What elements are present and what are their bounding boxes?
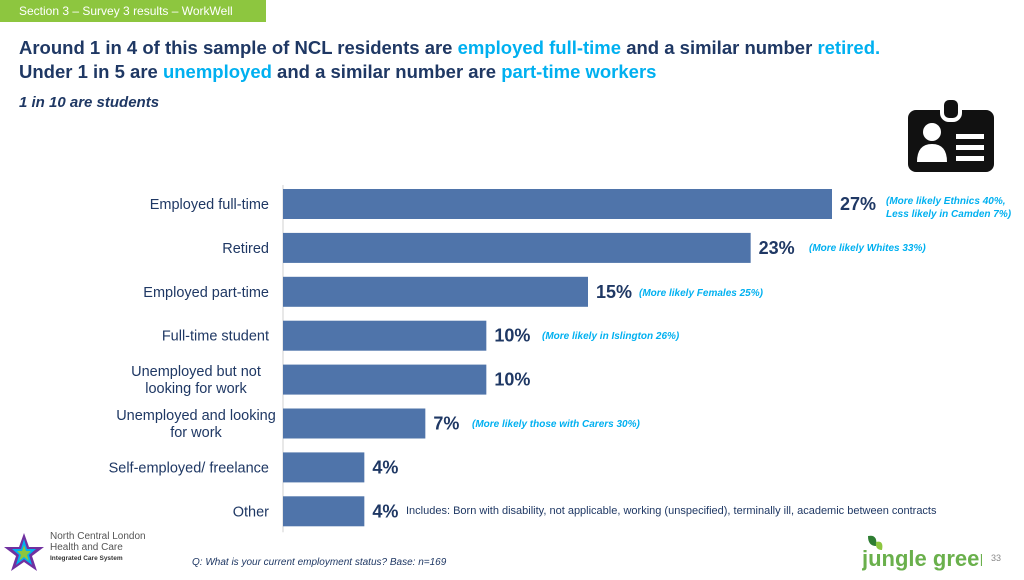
category-label-3: Full-time student — [162, 329, 269, 345]
title-highlight-retired: retired. — [817, 37, 881, 58]
value-label-0: 27% — [840, 194, 876, 214]
value-label-1: 23% — [759, 238, 795, 258]
bar-5 — [283, 408, 426, 439]
ncl-text: North Central London Health and Care Int… — [50, 531, 146, 564]
note-other: Includes: Born with disability, not appl… — [406, 505, 937, 517]
section-tab: Section 3 – Survey 3 results – WorkWell — [0, 0, 266, 22]
note-fulltime-line2: Less likely in Camden 7%) — [886, 209, 1012, 220]
bar-2 — [283, 276, 588, 307]
value-label-6: 4% — [372, 457, 398, 477]
id-badge-icon — [908, 98, 994, 172]
note-fulltime-line1: (More likely Ethnics 40%, — [886, 196, 1006, 207]
ncl-star-icon — [4, 533, 44, 571]
jungle-green-wordmark: jungle green — [862, 546, 982, 571]
page-number: 33 — [991, 553, 1002, 563]
title-text: Under 1 in 5 are — [19, 61, 163, 82]
note-retired: (More likely Whites 33%) — [809, 243, 926, 254]
category-label-6: Self-employed/ freelance — [109, 460, 269, 476]
note-student: (More likely in Islington 26%) — [542, 331, 680, 342]
note-parttime: (More likely Females 25%) — [639, 288, 763, 299]
title-text: and a similar number — [621, 37, 818, 58]
page-title: Around 1 in 4 of this sample of NCL resi… — [19, 36, 999, 84]
bar-4 — [283, 364, 487, 395]
title-text: and a similar number are — [271, 61, 502, 82]
ncl-logo: North Central London Health and Care Int… — [2, 531, 162, 575]
jungle-green-leaf-icon: jungle green — [861, 535, 993, 571]
title-highlight-fulltime: employed full-time — [457, 37, 622, 58]
category-label-7: Other — [233, 504, 269, 520]
note-fulltime: (More likely Ethnics 40%, Less likely in… — [886, 195, 1011, 221]
bar-7 — [283, 496, 365, 527]
title-highlight-parttime: part-time workers — [501, 61, 657, 82]
value-label-3: 10% — [494, 326, 530, 346]
jungle-green-logo: jungle green — [861, 534, 993, 572]
value-label-7: 4% — [372, 501, 398, 521]
category-label-4: Unemployed but not looking for work — [131, 364, 261, 397]
bar-3 — [283, 320, 487, 351]
ncl-line1: North Central London — [50, 531, 146, 542]
category-label-1: Retired — [222, 241, 269, 257]
bar-6 — [283, 452, 365, 483]
category-label-5: Unemployed and looking for work — [116, 408, 276, 441]
note-unemployed-looking: (More likely those with Carers 30%) — [472, 419, 640, 430]
title-highlight-unemployed: unemployed — [162, 61, 272, 82]
value-label-5: 7% — [433, 414, 459, 434]
bar-1 — [283, 232, 751, 263]
value-label-2: 15% — [596, 282, 632, 302]
category-label-0: Employed full-time — [150, 197, 269, 213]
page-subtitle: 1 in 10 are students — [19, 94, 160, 111]
bar-0 — [283, 189, 832, 219]
value-label-4: 10% — [494, 370, 530, 390]
footer-question: Q: What is your current employment statu… — [192, 557, 447, 568]
ncl-line2: Health and Care — [50, 542, 123, 553]
ncl-line3: Integrated Care System — [50, 555, 123, 562]
category-label-2: Employed part-time — [143, 285, 269, 301]
title-text: Around 1 in 4 of this sample of NCL resi… — [19, 37, 458, 58]
